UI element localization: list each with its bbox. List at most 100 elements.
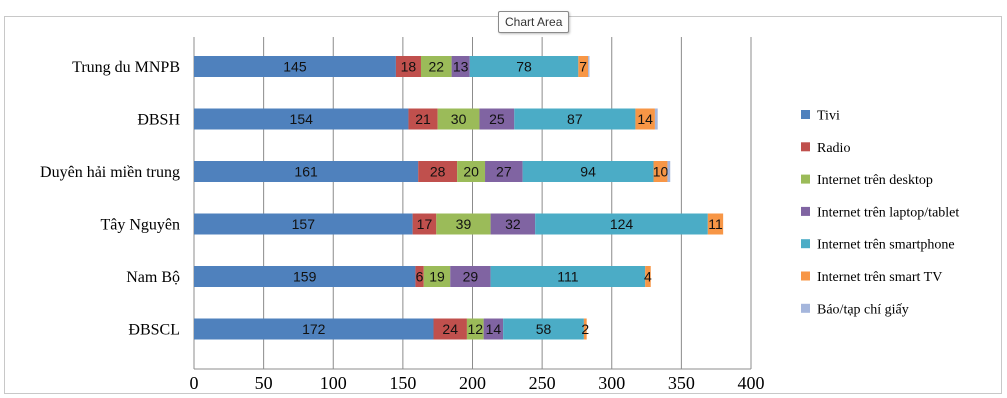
data-label: 18 [401, 59, 417, 75]
bar-segment[interactable] [522, 161, 654, 182]
data-label: 2 [581, 321, 589, 337]
bar-segment[interactable] [194, 213, 413, 235]
x-tick-label: 200 [459, 373, 486, 393]
bar-segment[interactable] [635, 108, 655, 130]
bar-segment[interactable] [483, 318, 504, 340]
legend-entry: Internet trên laptop/tablet [817, 205, 959, 220]
data-label: 78 [516, 59, 532, 75]
category-label: Trung du MNPB [72, 59, 180, 76]
legend-entry: Radio [817, 141, 850, 156]
bar-segment[interactable] [588, 56, 590, 77]
data-label: 14 [637, 111, 653, 127]
bar-segment[interactable] [653, 161, 668, 182]
data-label: 154 [290, 111, 314, 127]
legend-swatch [801, 303, 810, 313]
bar-segment[interactable] [707, 213, 724, 235]
data-label: 111 [557, 269, 578, 285]
bar-segment[interactable] [433, 318, 467, 340]
x-tick-label: 350 [668, 373, 695, 393]
legend-swatch [801, 239, 810, 249]
bar-segment[interactable] [194, 56, 396, 77]
bar-segment[interactable] [450, 266, 491, 287]
data-label: 4 [644, 269, 652, 285]
x-tick-label: 300 [598, 373, 625, 393]
chart-area-tooltip: Chart Area [498, 11, 570, 33]
bar-segment[interactable] [194, 318, 434, 340]
bar-segment[interactable] [194, 108, 409, 130]
bar-segment[interactable] [420, 56, 452, 77]
x-tick-label: 50 [255, 373, 273, 393]
bar-segment[interactable] [479, 108, 515, 130]
bar-segment[interactable] [645, 266, 651, 287]
legend-swatch [801, 174, 810, 184]
bar-segment[interactable] [535, 213, 708, 235]
data-label: 30 [451, 111, 467, 127]
bar-segment[interactable] [514, 108, 636, 130]
data-label: 6 [416, 269, 424, 285]
data-label: 28 [430, 164, 446, 180]
bar-segment[interactable] [583, 318, 587, 340]
x-tick-label: 400 [738, 373, 765, 393]
legend-entry: Internet trên smart TV [817, 270, 942, 285]
data-label: 157 [292, 216, 316, 232]
bar-segment[interactable] [436, 213, 491, 235]
bar-segment[interactable] [437, 108, 480, 130]
legend-swatch [801, 271, 810, 281]
bar-segment[interactable] [503, 318, 584, 340]
data-label: 58 [536, 321, 552, 337]
legend-entry: Báo/tạp chí giấy [817, 302, 909, 317]
bar-segment[interactable] [194, 161, 419, 182]
data-label: 12 [467, 321, 483, 337]
data-label: 124 [610, 216, 634, 232]
legend-entry: Tivi [817, 109, 840, 124]
bar-segment[interactable] [423, 266, 451, 287]
category-label: ĐBSH [137, 112, 180, 129]
data-label: 25 [489, 111, 505, 127]
bar-segment[interactable] [194, 266, 416, 287]
bar-segment[interactable] [395, 56, 421, 77]
x-tick-label: 0 [190, 373, 199, 393]
data-label: 27 [496, 164, 512, 180]
bar-segment[interactable] [457, 161, 486, 182]
data-label: 17 [417, 216, 433, 232]
data-label: 22 [429, 59, 445, 75]
bar-segment[interactable] [408, 108, 438, 130]
bar-segment[interactable] [415, 266, 424, 287]
bar-segment[interactable] [418, 161, 458, 182]
x-tick-label: 150 [389, 373, 416, 393]
bar-segment[interactable] [412, 213, 437, 235]
bar-segment[interactable] [490, 266, 646, 287]
bar-segment[interactable] [578, 56, 589, 77]
bar-segment[interactable] [485, 161, 523, 182]
data-label: 94 [580, 164, 596, 180]
bar-segment[interactable] [469, 56, 579, 77]
data-label: 7 [579, 59, 587, 75]
data-label: 19 [429, 269, 445, 285]
data-label: 161 [294, 164, 318, 180]
x-tick-label: 100 [320, 373, 347, 393]
data-label: 13 [453, 59, 469, 75]
legend-entry: Internet trên smartphone [817, 238, 955, 253]
bar-segment[interactable] [451, 56, 470, 77]
data-label: 11 [708, 216, 723, 232]
category-label: Tây Nguyên [100, 217, 180, 234]
legend-swatch [801, 142, 810, 152]
data-label: 39 [456, 216, 472, 232]
category-label: Duyên hải miền trung [40, 164, 180, 181]
legend-swatch [801, 110, 810, 119]
bar-segment[interactable] [667, 161, 671, 182]
bar-segment[interactable] [490, 213, 536, 235]
data-label: 20 [463, 164, 479, 180]
category-label: Nam Bộ [126, 269, 180, 286]
data-label: 14 [486, 321, 502, 337]
data-label: 21 [415, 111, 431, 127]
data-label: 145 [283, 59, 307, 75]
bar-segment[interactable] [466, 318, 484, 340]
legend-entry: Internet trên desktop [817, 173, 933, 188]
bar-segment[interactable] [654, 108, 658, 130]
category-label: ĐBSCL [128, 322, 180, 339]
data-label: 32 [505, 216, 521, 232]
data-label: 24 [442, 321, 458, 337]
